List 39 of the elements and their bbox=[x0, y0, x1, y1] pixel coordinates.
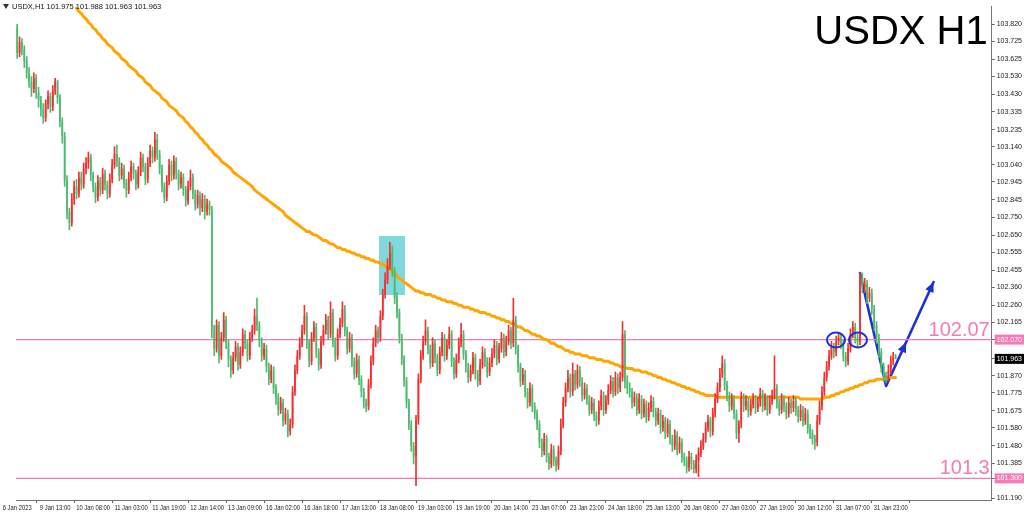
candlestick bbox=[206, 198, 208, 216]
candlestick bbox=[80, 171, 83, 191]
chart-title: USDX H1 bbox=[814, 8, 988, 53]
ref-line-label: 101.3 bbox=[939, 456, 990, 479]
candlestick bbox=[78, 171, 80, 198]
candlestick bbox=[688, 451, 690, 472]
ref-line-label: 102.07 bbox=[928, 317, 990, 340]
candlestick bbox=[522, 368, 524, 385]
candlestick bbox=[282, 398, 284, 427]
candlestick bbox=[510, 326, 512, 349]
candlestick bbox=[745, 395, 747, 411]
candlestick bbox=[657, 407, 659, 425]
candlestick bbox=[529, 382, 531, 407]
candlestick bbox=[662, 414, 664, 432]
candlestick bbox=[263, 342, 265, 360]
candlestick bbox=[631, 387, 633, 409]
candlestick bbox=[593, 398, 595, 422]
candlestick bbox=[237, 342, 239, 371]
candlestick bbox=[638, 393, 640, 414]
candlestick bbox=[612, 377, 614, 398]
candlestick bbox=[859, 272, 861, 346]
candlestick bbox=[866, 279, 868, 304]
candlestick bbox=[790, 398, 792, 414]
candlestick bbox=[327, 315, 330, 340]
candlestick bbox=[676, 431, 678, 456]
candlestick bbox=[764, 393, 766, 411]
candlestick bbox=[173, 155, 175, 180]
candlestick bbox=[571, 362, 574, 396]
candlestick bbox=[154, 132, 156, 162]
candlestick bbox=[643, 398, 645, 418]
candlestick bbox=[180, 171, 182, 189]
candlestick bbox=[503, 333, 505, 358]
candlestick bbox=[574, 369, 576, 391]
candlestick bbox=[377, 326, 379, 344]
candlestick bbox=[802, 405, 804, 427]
candlestick bbox=[681, 438, 683, 463]
candlestick bbox=[199, 191, 201, 216]
candlestick bbox=[97, 175, 99, 202]
candlestick bbox=[218, 321, 220, 364]
